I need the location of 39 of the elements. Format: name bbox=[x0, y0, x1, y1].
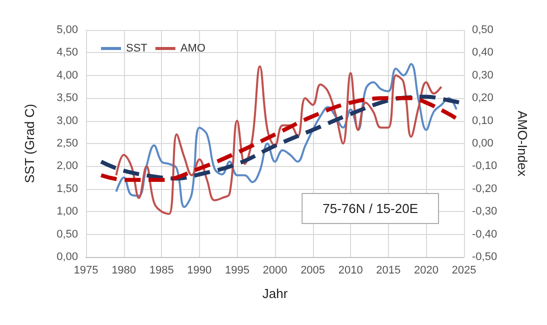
x-tick-label: 1985 bbox=[149, 264, 174, 276]
y-tick-label: 3,00 bbox=[56, 114, 78, 127]
x-tick-label: 1980 bbox=[112, 264, 136, 276]
x-tick-label: 2000 bbox=[262, 264, 288, 276]
y-tick-label: 1,00 bbox=[56, 206, 78, 218]
y-tick-label: 1,50 bbox=[56, 182, 78, 195]
x-axis-title: Jahr bbox=[262, 286, 288, 301]
y2-tick-label: 0,40 bbox=[472, 46, 494, 59]
y2-axis-title: AMO-Index bbox=[515, 110, 530, 177]
y-tick-label: 3,50 bbox=[56, 92, 78, 104]
x-tick-label: 1995 bbox=[224, 264, 250, 276]
y2-tick-label: -0,50 bbox=[472, 251, 498, 263]
y2-tick-label: 0,50 bbox=[472, 24, 494, 36]
y2-tick-label: 0,10 bbox=[472, 114, 494, 127]
y-tick-label: 4,50 bbox=[56, 46, 78, 59]
y-tick-label: 2,00 bbox=[56, 160, 78, 172]
y2-tick-label: -0,10 bbox=[472, 160, 498, 172]
y2-tick-label: 0,00 bbox=[472, 138, 494, 150]
y2-tick-label: -0,20 bbox=[472, 182, 498, 195]
y-axis-title: SST (Grad C) bbox=[22, 104, 37, 184]
y2-tick-label: -0,30 bbox=[472, 206, 498, 218]
x-tick-label: 1975 bbox=[74, 264, 98, 276]
legend-label: AMO bbox=[180, 42, 206, 54]
x-tick-label: 2015 bbox=[376, 264, 401, 276]
x-tick-label: 2005 bbox=[300, 264, 326, 276]
y2-tick-label: -0,40 bbox=[472, 228, 498, 240]
y-tick-label: 2,50 bbox=[56, 138, 78, 150]
y-tick-label: 4,00 bbox=[56, 69, 78, 82]
x-tick-label: 2020 bbox=[414, 264, 438, 276]
x-tick-label: 1990 bbox=[187, 264, 212, 276]
annotation: 75-76N / 15-20E bbox=[322, 201, 418, 216]
y-tick-label: 0,00 bbox=[56, 251, 78, 263]
y-tick-label: 5,00 bbox=[56, 24, 78, 36]
x-tick-label: 2010 bbox=[338, 264, 363, 276]
y2-tick-label: 0,30 bbox=[472, 69, 494, 82]
y-tick-label: 0,50 bbox=[56, 228, 78, 240]
legend-label: SST bbox=[126, 42, 148, 54]
x-tick-label: 2025 bbox=[452, 264, 476, 276]
y2-tick-label: 0,20 bbox=[472, 92, 494, 104]
